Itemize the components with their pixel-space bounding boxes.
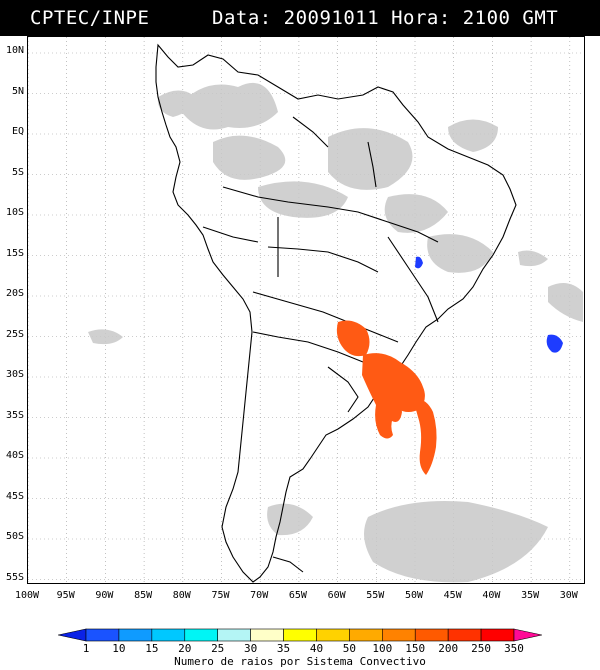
- colorbar-tick-label: 200: [438, 642, 459, 655]
- latitude-label: EQ: [11, 126, 24, 137]
- colorbar-tick-label: 30: [243, 642, 258, 655]
- colorbar-cell: [283, 628, 317, 642]
- colorbar-cell: [184, 628, 218, 642]
- latitude-label: 10S: [5, 207, 24, 218]
- colorbar-cell: [447, 628, 482, 642]
- longitude-label: 80W: [172, 590, 191, 601]
- longitude-label: 50W: [404, 590, 424, 601]
- colorbar-caption: Numero de raios por Sistema Convectivo: [174, 655, 426, 668]
- colorbar-tick-label: 40: [309, 642, 324, 655]
- latitude-label: 10N: [5, 45, 24, 56]
- graticule: [28, 37, 584, 583]
- latitude-label: 20S: [5, 288, 24, 299]
- colorbar-cell: [316, 628, 350, 642]
- colorbar-cell: [85, 628, 120, 642]
- convective-systems: [336, 320, 437, 475]
- colorbar-cell: [480, 628, 515, 642]
- longitude-label: 95W: [56, 590, 75, 601]
- colorbar-tick-label: 15: [145, 642, 159, 655]
- colorbar-tick-label: 150: [405, 642, 426, 655]
- colorbar-cell: [414, 628, 449, 642]
- latitude-label: 40S: [5, 450, 24, 461]
- header-bar: CPTEC/INPE Data: 20091011 Hora: 2100 GMT: [0, 0, 600, 36]
- longitude-label: 40W: [482, 590, 501, 601]
- colorbar-cell: [217, 628, 251, 642]
- colorbar: [58, 628, 542, 642]
- longitude-label: 65W: [288, 590, 307, 601]
- map-svg: [28, 37, 584, 583]
- latitude-label: 5S: [11, 166, 24, 178]
- colorbar-cell: [349, 628, 383, 642]
- longitude-label: 55W: [366, 590, 385, 601]
- colorbar-tick-label: 25: [211, 642, 225, 655]
- longitude-label: 45W: [443, 590, 462, 601]
- colorbar-tick-label: 350: [504, 642, 524, 655]
- colorbar-cell: [118, 628, 153, 642]
- latitude-label: 25S: [5, 328, 24, 340]
- latitude-label: 50S: [5, 531, 24, 542]
- small-systems: [415, 256, 563, 353]
- longitude-label: 100W: [14, 590, 40, 601]
- latitude-label: 15S: [5, 247, 24, 259]
- latitude-label: 45S: [5, 490, 24, 502]
- longitude-label: 70W: [250, 590, 269, 601]
- latitude-label: 35S: [5, 409, 24, 421]
- header-datetime: Data: 20091011 Hora: 2100 GMT: [212, 7, 559, 29]
- latitude-label: 55S: [5, 571, 24, 583]
- colorbar-tick-label: 10: [112, 642, 126, 655]
- latitude-label: 5N: [11, 85, 24, 97]
- colorbar-tick-label: 50: [342, 642, 356, 655]
- map-panel: [27, 36, 585, 584]
- colorbar-cell: [250, 628, 284, 642]
- colorbar-cell: [382, 628, 416, 642]
- longitude-label: 35W: [521, 590, 540, 601]
- colorbar-tick-label: 1: [82, 642, 90, 655]
- longitude-label: 90W: [95, 590, 114, 601]
- colorbar-arrow-low: [58, 628, 87, 642]
- longitude-label: 75W: [211, 590, 230, 601]
- latitude-label: 30S: [5, 369, 24, 380]
- colorbar-tick-label: 250: [471, 642, 491, 655]
- longitude-label: 85W: [134, 590, 153, 601]
- longitude-label: 60W: [327, 590, 346, 601]
- header-title: CPTEC/INPE: [30, 7, 150, 29]
- colorbar-tick-label: 35: [276, 642, 291, 655]
- cloud-cover: [88, 82, 583, 583]
- colorbar-arrow-high: [513, 628, 542, 642]
- colorbar-tick-label: 20: [178, 642, 192, 655]
- colorbar-cell: [151, 628, 186, 642]
- colorbar-tick-label: 100: [372, 642, 393, 655]
- longitude-label: 30W: [559, 590, 578, 601]
- coastline: [155, 43, 517, 583]
